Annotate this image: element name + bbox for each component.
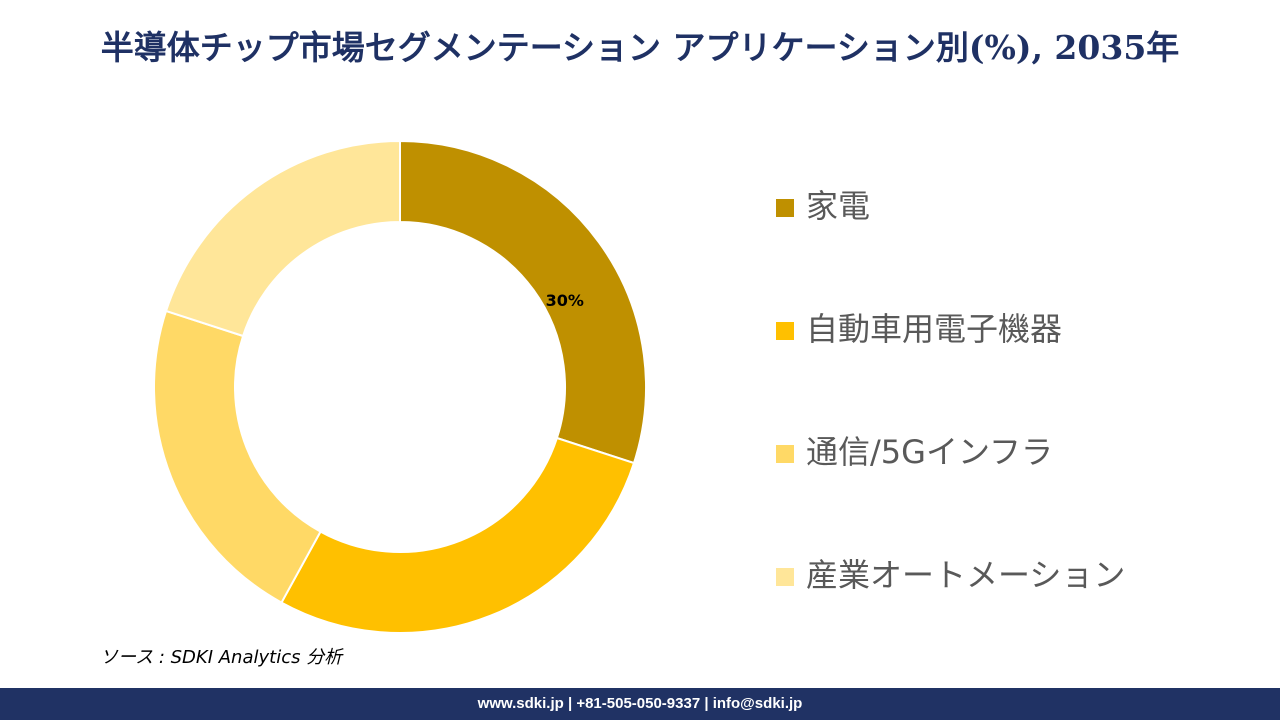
legend-label: 産業オートメーション [806,556,1125,594]
legend-swatch [776,199,794,217]
chart-title: 半導体チップ市場セグメンテーション アプリケーション別(%), 2035年 [101,28,1180,67]
legend-label: 通信/5Gインフラ [806,433,1053,471]
legend-swatch [776,322,794,340]
footer-bar [0,688,1280,720]
footer-text: www.sdki.jp | +81-505-050-9337 | info@sd… [477,695,803,712]
legend-label: 自動車用電子機器 [806,310,1062,348]
legend-swatch [776,568,794,586]
legend-swatch [776,445,794,463]
donut-segment [164,139,401,338]
donut-segment [399,139,647,465]
source: ソース : SDKI Analytics 分析 [100,647,344,668]
donut-segment [280,436,636,634]
legend-label: 家電 [806,187,870,225]
donut-segment [153,309,322,604]
donut: 30% [153,139,647,634]
value-label: 30% [546,291,584,310]
